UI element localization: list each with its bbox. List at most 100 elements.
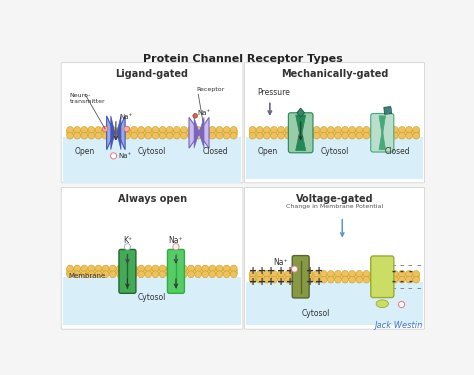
- Circle shape: [328, 270, 334, 277]
- Text: Change in Membrane Potential: Change in Membrane Potential: [286, 204, 383, 209]
- Circle shape: [95, 265, 102, 272]
- Circle shape: [230, 126, 237, 133]
- Text: -: -: [408, 266, 412, 276]
- Circle shape: [328, 132, 334, 139]
- Polygon shape: [200, 117, 204, 148]
- Circle shape: [159, 126, 166, 133]
- Circle shape: [117, 271, 123, 278]
- Circle shape: [195, 271, 201, 278]
- Circle shape: [193, 114, 198, 118]
- Circle shape: [159, 271, 166, 278]
- Circle shape: [209, 132, 216, 139]
- Circle shape: [159, 265, 166, 272]
- FancyBboxPatch shape: [61, 63, 243, 183]
- Circle shape: [363, 126, 370, 133]
- Circle shape: [109, 271, 116, 278]
- Circle shape: [320, 270, 327, 277]
- Circle shape: [271, 276, 277, 283]
- Text: Closed: Closed: [203, 147, 228, 156]
- Circle shape: [313, 276, 320, 283]
- Circle shape: [313, 132, 320, 139]
- Circle shape: [131, 126, 137, 133]
- Circle shape: [306, 276, 313, 283]
- Circle shape: [249, 126, 256, 133]
- Circle shape: [292, 270, 299, 277]
- Circle shape: [363, 132, 370, 139]
- Circle shape: [109, 132, 116, 139]
- Circle shape: [95, 126, 102, 133]
- Circle shape: [399, 302, 405, 307]
- Circle shape: [335, 126, 341, 133]
- Circle shape: [109, 265, 116, 272]
- Circle shape: [278, 132, 284, 139]
- Circle shape: [166, 271, 173, 278]
- Circle shape: [299, 276, 306, 283]
- Text: Mechanically-gated: Mechanically-gated: [281, 69, 388, 79]
- Circle shape: [131, 132, 137, 139]
- Circle shape: [131, 271, 137, 278]
- Text: Neuro-
transmitter: Neuro- transmitter: [70, 93, 105, 104]
- Circle shape: [342, 276, 348, 283]
- Circle shape: [88, 265, 95, 272]
- Text: Na⁺: Na⁺: [118, 153, 131, 159]
- Circle shape: [145, 271, 152, 278]
- Circle shape: [67, 132, 73, 139]
- Circle shape: [292, 276, 299, 283]
- Circle shape: [124, 265, 130, 272]
- Circle shape: [356, 276, 363, 283]
- Circle shape: [173, 132, 180, 139]
- Circle shape: [306, 126, 313, 133]
- Circle shape: [342, 126, 348, 133]
- Circle shape: [67, 126, 73, 133]
- Text: Protein Channel Receptor Types: Protein Channel Receptor Types: [143, 54, 343, 64]
- Text: Na⁺: Na⁺: [273, 258, 288, 267]
- Circle shape: [313, 270, 320, 277]
- Ellipse shape: [376, 300, 389, 307]
- Text: Jack Westin: Jack Westin: [374, 321, 422, 330]
- Circle shape: [356, 132, 363, 139]
- Circle shape: [195, 265, 201, 272]
- Circle shape: [320, 276, 327, 283]
- Circle shape: [202, 271, 209, 278]
- Polygon shape: [111, 116, 115, 150]
- Circle shape: [256, 126, 263, 133]
- Text: Na⁺: Na⁺: [169, 236, 183, 245]
- Circle shape: [138, 271, 145, 278]
- Circle shape: [230, 265, 237, 272]
- Circle shape: [335, 270, 341, 277]
- Text: +: +: [258, 277, 266, 287]
- Circle shape: [342, 270, 348, 277]
- Circle shape: [67, 265, 73, 272]
- Circle shape: [278, 276, 284, 283]
- Circle shape: [195, 132, 201, 139]
- Circle shape: [81, 265, 88, 272]
- Text: -: -: [400, 266, 403, 276]
- Bar: [249, 274, 420, 279]
- Circle shape: [209, 271, 216, 278]
- Circle shape: [152, 126, 159, 133]
- Circle shape: [328, 126, 334, 133]
- Circle shape: [328, 276, 334, 283]
- Text: +: +: [306, 277, 314, 287]
- Circle shape: [292, 132, 299, 139]
- Circle shape: [299, 132, 306, 139]
- Circle shape: [216, 126, 223, 133]
- Bar: [66, 130, 238, 135]
- Circle shape: [299, 126, 306, 133]
- Circle shape: [109, 126, 116, 133]
- Circle shape: [285, 126, 292, 133]
- FancyBboxPatch shape: [371, 256, 394, 297]
- Circle shape: [271, 126, 277, 133]
- Text: -: -: [400, 277, 403, 287]
- Text: +: +: [277, 277, 285, 287]
- Text: Ligand-gated: Ligand-gated: [116, 69, 189, 79]
- Bar: [66, 269, 238, 274]
- Circle shape: [335, 276, 341, 283]
- Circle shape: [384, 126, 391, 133]
- Circle shape: [81, 271, 88, 278]
- Circle shape: [230, 132, 237, 139]
- Circle shape: [102, 271, 109, 278]
- Circle shape: [173, 271, 180, 278]
- Circle shape: [223, 126, 230, 133]
- FancyBboxPatch shape: [167, 249, 184, 293]
